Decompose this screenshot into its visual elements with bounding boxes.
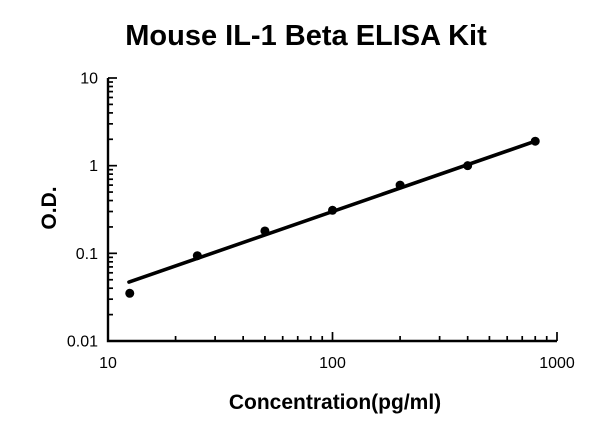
data-point <box>192 251 202 261</box>
x-tick-label: 1000 <box>539 355 575 372</box>
data-point <box>328 205 337 215</box>
data-point <box>463 161 473 171</box>
y-tick-label: 0.01 <box>67 334 98 351</box>
y-tick-labels: 10 1 0.1 0.01 <box>67 71 98 351</box>
data-point <box>530 136 540 146</box>
x-tick-label: 10 <box>99 355 117 372</box>
data-point <box>125 288 135 298</box>
data-point <box>260 226 270 236</box>
x-tick-label: 100 <box>319 355 346 372</box>
x-axis-label: Concentration(pg/ml) <box>228 391 442 414</box>
y-tick-label: 1 <box>89 158 98 175</box>
y-tick-label: 10 <box>80 71 98 88</box>
data-point <box>395 180 405 190</box>
y-tick-label: 0.1 <box>76 246 98 263</box>
x-tick-labels: 10 100 1000 <box>99 355 575 372</box>
data-points <box>125 136 540 298</box>
chart-title: Mouse IL-1 Beta ELISA Kit <box>125 20 487 52</box>
tick-marks <box>107 77 558 342</box>
